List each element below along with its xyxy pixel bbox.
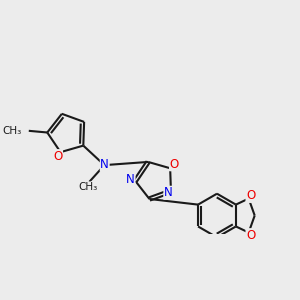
Text: O: O (246, 229, 255, 242)
Text: O: O (53, 150, 62, 163)
Text: N: N (100, 158, 109, 171)
Text: CH₃: CH₃ (2, 126, 21, 136)
Text: N: N (126, 173, 135, 186)
Text: N: N (164, 186, 172, 199)
Text: O: O (246, 189, 255, 203)
Text: CH₃: CH₃ (78, 182, 97, 192)
Text: O: O (169, 158, 179, 171)
